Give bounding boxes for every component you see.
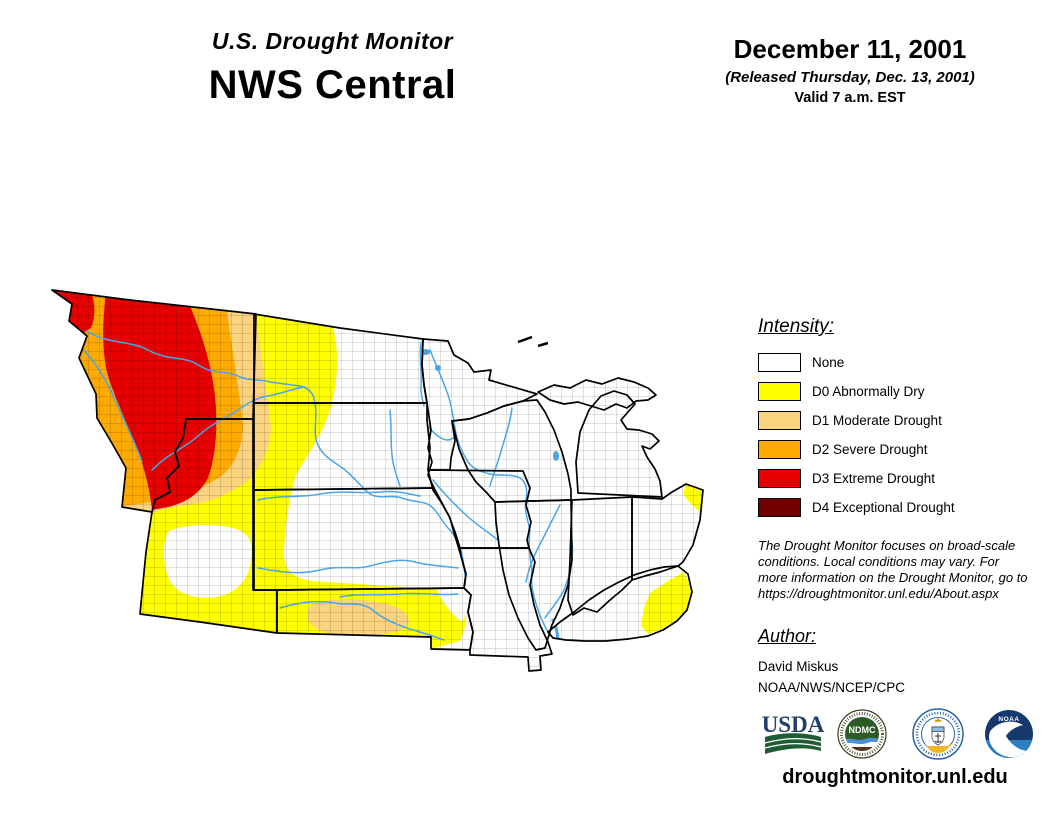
legend-swatch (758, 468, 801, 488)
svg-text:USDA: USDA (762, 712, 825, 737)
legend-label: D0 Abnormally Dry (812, 383, 925, 399)
date-block: December 11, 2001 (Released Thursday, De… (700, 34, 1000, 106)
valid-time: Valid 7 a.m. EST (794, 90, 906, 106)
legend-item: D4 Exceptional Drought (758, 497, 1038, 517)
drought-map (51, 289, 704, 672)
legend-swatch (758, 410, 801, 430)
intensity-legend: Intensity: None D0 Abnormally Dry D1 Moder… (758, 316, 1038, 526)
state-kentucky (547, 565, 693, 642)
state-michigan-up (537, 377, 657, 411)
state-borders-layer (51, 289, 704, 672)
svg-text:NDMC: NDMC (849, 725, 876, 735)
legend-label: D3 Extreme Drought (812, 470, 936, 486)
legend-item: D0 Abnormally Dry (758, 381, 1038, 401)
legend-heading: Intensity: (758, 316, 835, 337)
legend-label: D2 Severe Drought (812, 441, 928, 457)
site-url: droughtmonitor.unl.edu (782, 766, 1008, 788)
state-ohio (631, 483, 704, 581)
legend-item: None (758, 352, 1038, 372)
legend-item: D1 Moderate Drought (758, 410, 1038, 430)
legend-label: D4 Exceptional Drought (812, 499, 955, 515)
release-date: (Released Thursday, Dec. 13, 2001) (725, 69, 975, 86)
legend-label: None (812, 354, 845, 370)
legend-swatch (758, 352, 801, 372)
author-heading: Author: (758, 626, 817, 646)
author-affiliation: NOAA/NWS/NCEP/CPC (758, 680, 906, 695)
legend-swatch (758, 439, 801, 459)
state-missouri (459, 547, 553, 672)
state-michigan-lp (575, 390, 663, 498)
legend-swatch (758, 381, 801, 401)
report-title: U.S. Drought Monitor (211, 28, 454, 54)
disclaimer-text: The Drought Monitor focuses on broad-sca… (758, 538, 1028, 601)
noaa-logo: NOAA (985, 710, 1033, 758)
legend-item: D2 Severe Drought (758, 439, 1038, 459)
legend-item: D3 Extreme Drought (758, 468, 1038, 488)
state-wisconsin (451, 399, 572, 503)
legend-swatch (758, 497, 801, 517)
ndmc-logo: NDMC (837, 709, 887, 759)
isle-royale-islands (517, 335, 549, 348)
region-title: NWS Central (208, 63, 457, 107)
title-block: U.S. Drought Monitor NWS Central (130, 28, 535, 108)
author-block: Author: David Miskus NOAA/NWS/NCEP/CPC (758, 626, 1028, 695)
rivers-layer (77, 330, 574, 662)
usda-logo: USDA (762, 712, 825, 754)
logos-row: USDA NDMC (762, 708, 1033, 760)
svg-text:NOAA: NOAA (998, 716, 1019, 723)
legend-rows: None D0 Abnormally Dry D1 Moderate Drought… (758, 352, 1038, 517)
map-date: December 11, 2001 (733, 34, 967, 64)
author-name: David Miskus (758, 659, 839, 674)
commerce-seal-logo (912, 708, 964, 760)
legend-label: D1 Moderate Drought (812, 412, 942, 428)
state-illinois (494, 499, 573, 651)
